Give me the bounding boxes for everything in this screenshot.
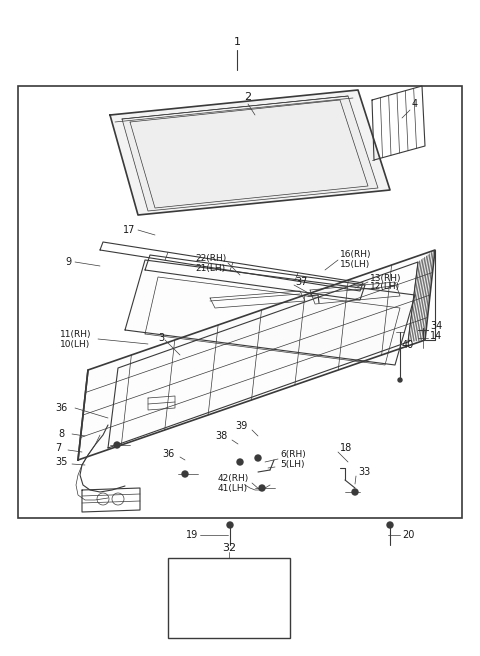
Text: 3: 3 bbox=[158, 333, 164, 343]
Text: 21(LH): 21(LH) bbox=[195, 264, 225, 272]
Text: 1: 1 bbox=[233, 37, 240, 47]
Text: 19: 19 bbox=[186, 530, 198, 540]
Polygon shape bbox=[125, 260, 415, 365]
Circle shape bbox=[398, 378, 402, 382]
Text: 10(LH): 10(LH) bbox=[60, 340, 90, 348]
Text: 42(RH): 42(RH) bbox=[218, 474, 249, 483]
Polygon shape bbox=[110, 90, 390, 215]
Circle shape bbox=[182, 471, 188, 477]
Text: 18: 18 bbox=[340, 443, 352, 453]
Text: 34: 34 bbox=[430, 321, 442, 331]
Bar bbox=[168, 558, 290, 638]
Text: 16(RH): 16(RH) bbox=[340, 251, 372, 260]
Polygon shape bbox=[122, 96, 378, 211]
Circle shape bbox=[237, 459, 243, 465]
Text: 9: 9 bbox=[66, 257, 72, 267]
Text: 40: 40 bbox=[402, 340, 414, 350]
Text: 4: 4 bbox=[412, 99, 418, 109]
Text: 6(RH): 6(RH) bbox=[280, 449, 306, 459]
Bar bbox=[18, 86, 462, 518]
Text: 2: 2 bbox=[244, 92, 252, 102]
Text: 32: 32 bbox=[222, 543, 236, 553]
Circle shape bbox=[227, 522, 233, 528]
Text: 14: 14 bbox=[430, 331, 442, 341]
Text: 38: 38 bbox=[215, 431, 227, 441]
Text: 11(RH): 11(RH) bbox=[60, 329, 92, 338]
Text: 36: 36 bbox=[55, 403, 67, 413]
Polygon shape bbox=[78, 250, 435, 460]
Text: 39: 39 bbox=[235, 421, 247, 431]
Text: 8: 8 bbox=[58, 429, 64, 439]
Text: 5(LH): 5(LH) bbox=[280, 459, 304, 468]
Circle shape bbox=[387, 522, 393, 528]
Text: 15(LH): 15(LH) bbox=[340, 260, 370, 268]
Circle shape bbox=[352, 489, 358, 495]
Text: 22(RH): 22(RH) bbox=[195, 253, 226, 262]
Circle shape bbox=[255, 455, 261, 461]
Text: 41(LH): 41(LH) bbox=[218, 483, 248, 493]
Text: 33: 33 bbox=[358, 467, 370, 477]
Circle shape bbox=[259, 485, 265, 491]
Text: 17: 17 bbox=[122, 225, 135, 235]
Text: 37: 37 bbox=[295, 277, 307, 287]
Circle shape bbox=[114, 442, 120, 448]
Text: 35: 35 bbox=[55, 457, 67, 467]
Text: 12(LH): 12(LH) bbox=[370, 283, 400, 291]
Text: 7: 7 bbox=[55, 443, 61, 453]
Text: 20: 20 bbox=[402, 530, 414, 540]
Text: 13(RH): 13(RH) bbox=[370, 274, 401, 283]
Text: 36: 36 bbox=[162, 449, 174, 459]
